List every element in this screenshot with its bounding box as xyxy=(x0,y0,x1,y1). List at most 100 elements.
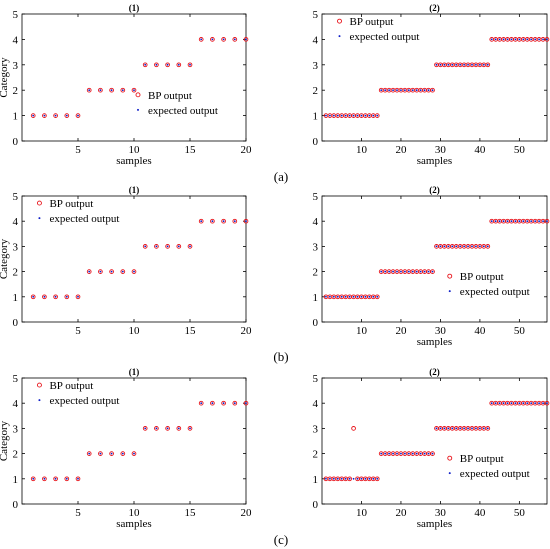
expected-output-point xyxy=(166,427,169,430)
expected-output-point xyxy=(514,220,517,223)
expected-output-point xyxy=(407,270,410,273)
series-bp-output xyxy=(323,400,550,482)
legend-marker-bp-output xyxy=(337,18,342,24)
expected-output-point xyxy=(166,245,169,248)
expected-output-point xyxy=(431,452,434,455)
plot-frame xyxy=(321,377,548,505)
x-tick-label: 20 xyxy=(395,325,407,337)
bp-output-point xyxy=(109,87,114,93)
expected-output-point xyxy=(360,295,363,298)
expected-output-point xyxy=(396,452,398,455)
expected-output-point xyxy=(451,427,454,430)
expected-output-point xyxy=(245,38,247,41)
bp-output-point xyxy=(198,400,204,406)
bp-output-point xyxy=(98,87,103,93)
chart-panel-2: 0 1 2 3 4 5 10 20 30 40 50 (2) samples BP output expec… xyxy=(313,3,550,167)
row-label-b: (b) xyxy=(273,349,288,364)
expected-output-point xyxy=(459,427,462,430)
bp-output-point xyxy=(53,476,58,482)
expected-output-point xyxy=(88,89,91,92)
expected-output-point xyxy=(364,477,367,480)
expected-output-point xyxy=(502,402,505,405)
x-tick-label: 50 xyxy=(514,144,526,156)
bp-output-point xyxy=(30,294,36,300)
y-tick-label: 5 xyxy=(313,9,319,21)
expected-output-point xyxy=(348,477,351,480)
series-bp-output xyxy=(30,400,249,482)
bp-output-point xyxy=(430,87,435,93)
expected-output-point xyxy=(542,220,544,223)
expected-output-point xyxy=(325,114,327,117)
chart-title: (1) xyxy=(129,185,140,195)
expected-output-point xyxy=(155,245,158,248)
x-tick-label: 40 xyxy=(474,325,486,337)
bp-output-point xyxy=(86,451,92,456)
expected-output-point xyxy=(534,38,537,41)
expected-output-point xyxy=(400,270,402,273)
expected-output-point xyxy=(502,220,505,223)
bp-output-point xyxy=(485,244,491,249)
bp-output-point xyxy=(187,62,193,68)
y-tick-label: 1 xyxy=(313,292,319,304)
expected-output-point xyxy=(189,63,191,66)
expected-output-point xyxy=(475,245,477,248)
expected-output-point xyxy=(43,477,46,480)
expected-output-point xyxy=(356,295,359,298)
expected-output-point xyxy=(211,402,214,405)
y-tick-label: 4 xyxy=(313,34,319,46)
expected-output-point xyxy=(380,270,383,273)
y-axis-label: Category xyxy=(0,57,10,98)
expected-output-point xyxy=(166,63,169,66)
x-axis-label: samples xyxy=(116,155,151,167)
expected-output-point xyxy=(538,220,541,223)
legend-label: BP output xyxy=(350,16,394,28)
chart-panel-6: 0 1 2 3 4 5 10 20 30 40 50 (2) samples BP output expec… xyxy=(313,367,550,530)
legend: BP output expected output xyxy=(447,453,530,480)
expected-output-point xyxy=(200,38,203,41)
expected-output-point xyxy=(77,114,79,117)
expected-output-point xyxy=(144,427,147,430)
expected-output-point xyxy=(451,63,454,66)
y-tick-label: 3 xyxy=(313,423,319,435)
expected-output-point xyxy=(407,452,410,455)
expected-output-point xyxy=(344,295,347,298)
bp-output-point xyxy=(176,426,182,431)
chart-title: (2) xyxy=(429,367,440,377)
bp-output-point xyxy=(221,218,226,224)
bp-output-point xyxy=(485,426,491,431)
expected-output-point xyxy=(133,270,135,273)
row-label-c: (c) xyxy=(274,532,288,547)
expected-output-point xyxy=(376,114,379,117)
bp-output-point xyxy=(243,37,249,42)
expected-output-point xyxy=(65,114,68,117)
y-tick-label: 2 xyxy=(313,449,319,461)
expected-output-point xyxy=(526,402,529,405)
legend-marker-expected-output xyxy=(38,217,41,220)
expected-output-point xyxy=(352,114,355,117)
bp-output-point xyxy=(64,294,70,300)
expected-output-point xyxy=(32,295,35,298)
expected-output-point xyxy=(336,477,339,480)
expected-output-point xyxy=(200,220,203,223)
bp-output-point xyxy=(42,294,47,300)
y-tick-label: 4 xyxy=(13,216,19,228)
expected-output-point xyxy=(447,63,450,66)
y-tick-label: 3 xyxy=(13,241,19,253)
x-axis-label: samples xyxy=(417,155,452,167)
expected-output-point xyxy=(482,427,485,430)
bp-output-point xyxy=(347,476,352,482)
expected-output-point xyxy=(471,427,473,430)
expected-output-point xyxy=(467,245,469,248)
expected-output-point xyxy=(538,402,541,405)
x-tick-label: 50 xyxy=(514,507,526,519)
x-tick-label: 5 xyxy=(75,507,81,519)
y-tick-label: 5 xyxy=(13,9,19,21)
chart-panel-3: 0 1 2 3 4 5 5 10 15 20 (1) Category BP output expecte… xyxy=(0,185,252,337)
expected-output-point xyxy=(348,114,351,117)
expected-output-point xyxy=(534,402,537,405)
y-tick-label: 3 xyxy=(313,241,319,253)
x-tick-label: 15 xyxy=(185,144,197,156)
expected-output-point xyxy=(455,245,458,248)
expected-output-point xyxy=(384,89,387,92)
series-expected-output xyxy=(325,38,548,117)
